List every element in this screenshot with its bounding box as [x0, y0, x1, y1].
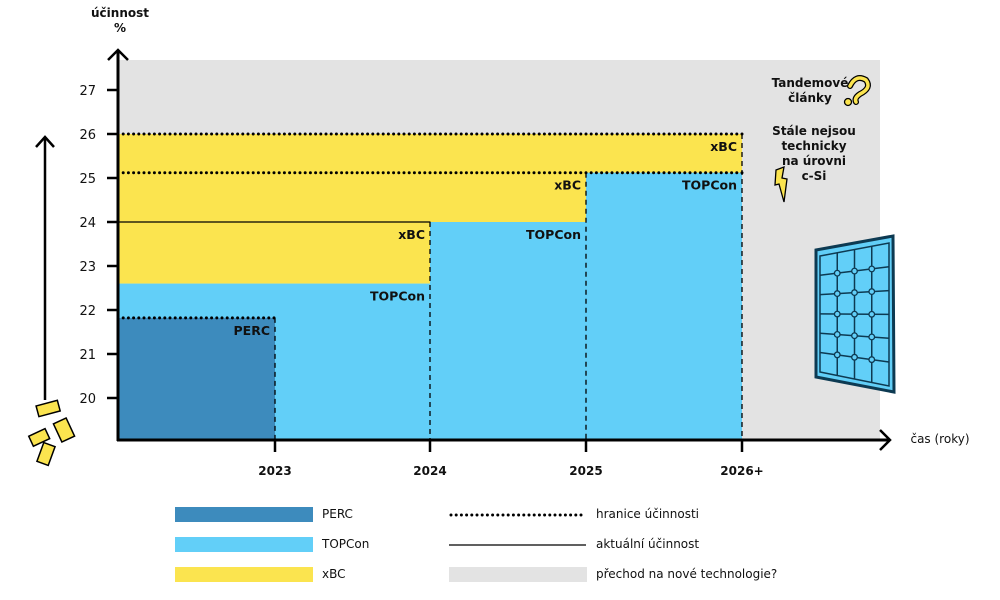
region-label: PERC: [234, 323, 271, 338]
x-tick-label: 2025: [569, 464, 602, 478]
y-tick-label: 23: [79, 260, 96, 275]
region-perc: [118, 317, 275, 440]
y-tick-label: 27: [79, 84, 96, 99]
csi-note: Stále nejsou technicky na úrovni c-Si: [766, 124, 862, 184]
legend-transition: přechod na nové technologie?: [596, 567, 778, 581]
tandem-annotation: Tandemové články: [770, 76, 850, 106]
region-label: xBC: [710, 139, 737, 154]
panel-node: [868, 310, 876, 318]
region-label: xBC: [554, 178, 581, 193]
x-tick-label: 2023: [258, 464, 291, 478]
region-xbc: [118, 134, 430, 284]
panel-node: [833, 331, 841, 338]
region-label: TOPCon: [682, 178, 737, 193]
panel-node: [851, 289, 858, 297]
y-tick-label: 21: [79, 348, 96, 363]
y-axis-arrow: [107, 48, 129, 61]
panel-node: [833, 351, 841, 359]
panel-node: [868, 265, 876, 273]
region-label: TOPCon: [370, 289, 425, 304]
region-topcon: [586, 172, 742, 440]
x-axis-label: čas (roky): [910, 432, 970, 446]
x-axis-arrow: [879, 429, 892, 451]
panel-node: [868, 333, 876, 341]
money-icon: [27, 399, 76, 467]
lightning-icon: [774, 165, 788, 203]
panel-node: [868, 288, 876, 296]
note-line: na úrovni: [781, 154, 846, 168]
y-axis-unit: %: [113, 21, 127, 35]
panel-node: [851, 353, 858, 361]
panel-node: [851, 267, 858, 275]
panel-node: [833, 269, 841, 277]
x-tick-label: 2024: [413, 464, 446, 478]
panel-node: [851, 310, 858, 318]
region-topcon: [430, 222, 586, 440]
panel-node: [851, 332, 858, 340]
note-line: technicky: [781, 139, 847, 153]
legend-topcon: TOPCon: [322, 537, 370, 551]
tandem-line-1: Tandemové: [771, 76, 849, 90]
tandem-line-2: články: [788, 91, 832, 105]
y-tick-label: 25: [79, 172, 96, 187]
legend-boundary: hranice účinnosti: [596, 507, 700, 521]
y-axis-title: účinnost: [91, 6, 149, 20]
y-tick-label: 24: [79, 216, 96, 231]
legend-swatch-transition: [449, 567, 587, 582]
legend-swatch-xbc: [175, 567, 313, 582]
note-line: Stále nejsou: [772, 124, 856, 138]
legend-xbc: xBC: [322, 567, 346, 581]
y-tick-label: 22: [79, 304, 96, 319]
panel-node: [833, 290, 841, 298]
region-label: xBC: [398, 227, 425, 242]
legend-swatch-topcon: [175, 537, 313, 552]
region-label: TOPCon: [526, 227, 581, 242]
panel-node: [833, 310, 841, 318]
cost-arrow-icon: [35, 135, 55, 400]
panel-node: [868, 356, 876, 364]
legend-swatch-perc: [175, 507, 313, 522]
question-mark-icon: [843, 75, 871, 107]
solar-panel-icon: [814, 234, 896, 394]
region-xbc: [586, 134, 742, 173]
x-tick-label: 2026+: [720, 464, 763, 478]
legend-perc: PERC: [322, 507, 353, 521]
legend-current: aktuální účinnost: [596, 537, 700, 551]
note-line: c-Si: [801, 169, 827, 183]
y-tick-label: 26: [79, 128, 96, 143]
y-tick-label: 20: [79, 392, 96, 407]
region-xbc: [430, 134, 586, 222]
y-axis-label: účinnost %: [80, 6, 160, 36]
